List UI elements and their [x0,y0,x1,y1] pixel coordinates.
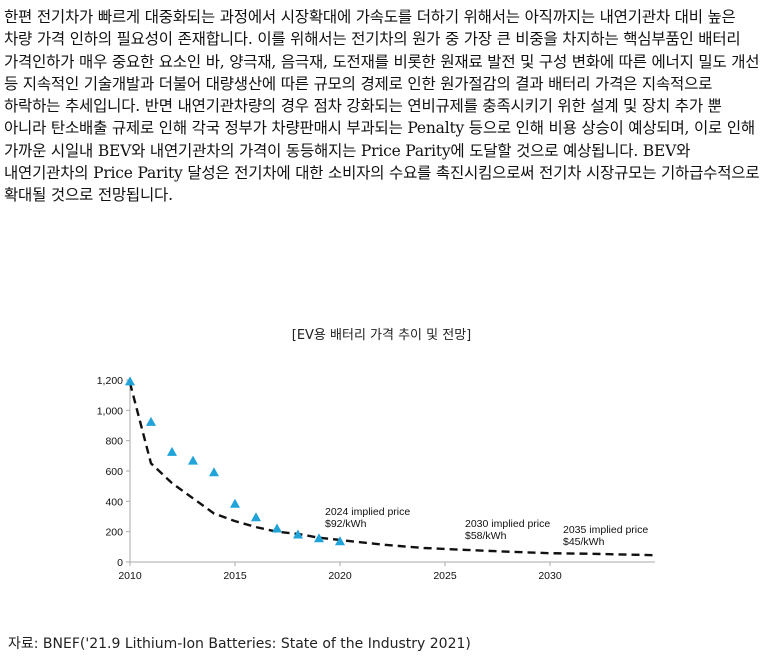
x-axis-ticks: 2010 2015 2020 2025 2030 [118,562,562,582]
price-point [167,446,177,456]
y-tick-label: 1,000 [97,405,123,417]
annotation-label: $45/kWh [563,536,605,548]
chart-annotations: 2024 implied price$92/kWh 2030 implied pr… [325,506,648,548]
implied-price-line [128,382,656,557]
y-tick-label: 200 [105,527,123,539]
annotation-label: $58/kWh [465,530,507,542]
price-point [272,523,282,533]
annotation-label: $92/kWh [325,518,367,530]
body-paragraph: 한편 전기차가 빠르게 대중화되는 과정에서 시장확대에 가속도를 더하기 위해… [4,8,760,205]
y-tick-label: 800 [105,436,123,448]
price-point [230,498,240,508]
price-point [188,455,198,465]
chart-title: [EV용 배터리 가격 추이 및 전망] [291,328,472,343]
annotation-label: 2024 implied price [325,506,410,518]
y-tick-label: 1,200 [97,375,123,387]
price-point [314,533,324,543]
y-axis-ticks: 0 200 400 600 800 1,000 1,200 [97,375,130,569]
y-tick-label: 600 [105,466,123,478]
chart-lines [128,382,656,557]
price-point [335,536,345,546]
chart-points [125,376,345,546]
price-point [125,376,135,386]
battery-price-chart: 0 200 400 600 800 1,000 1,200 2010 2015 2020 2025… [97,375,656,582]
price-point [146,416,156,426]
y-tick-label: 0 [117,557,123,569]
annotation-label: 2030 implied price [465,518,550,530]
annotation-label: 2035 implied price [563,524,648,536]
y-tick-label: 400 [105,496,123,508]
x-tick-label: 2025 [433,570,457,582]
price-point [209,467,219,477]
x-tick-label: 2015 [223,570,247,582]
x-tick-label: 2010 [118,570,142,582]
source-note: 자료: BNEF('21.9 Lithium-Ion Batteries: St… [8,636,471,652]
price-point [293,529,303,539]
x-tick-label: 2030 [538,570,562,582]
price-point [251,512,261,522]
x-tick-label: 2020 [328,570,352,582]
